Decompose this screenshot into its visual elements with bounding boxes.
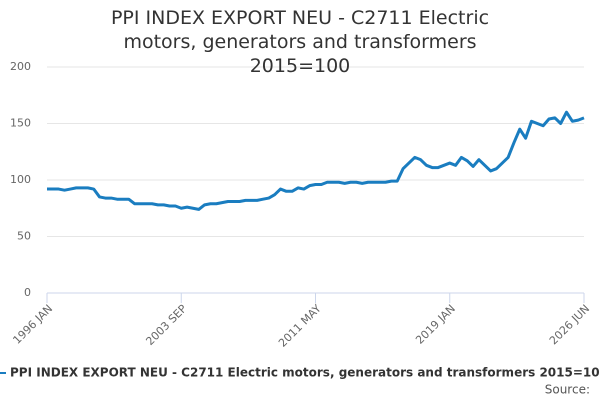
x-tick-label: 1996 JAN bbox=[10, 302, 55, 347]
x-tick-label: 2026 JUN bbox=[547, 302, 592, 347]
chart-title: PPI INDEX EXPORT NEU - C2711 Electric mo… bbox=[110, 7, 490, 77]
y-tick-label: 150 bbox=[10, 117, 31, 130]
y-tick-label: 0 bbox=[24, 286, 31, 299]
y-tick-label: 50 bbox=[17, 230, 31, 243]
y-tick-label: 200 bbox=[10, 60, 31, 73]
x-tick-label: 2011 MAY bbox=[276, 302, 324, 350]
y-tick-label: 100 bbox=[10, 173, 31, 186]
x-tick-label: 2003 SEP bbox=[143, 302, 189, 348]
x-tick-label: 2019 JAN bbox=[413, 302, 458, 347]
data-line bbox=[47, 110, 585, 211]
source: Source: bbox=[545, 383, 590, 397]
legend-label: PPI INDEX EXPORT NEU - C2711 Electric mo… bbox=[10, 366, 600, 380]
